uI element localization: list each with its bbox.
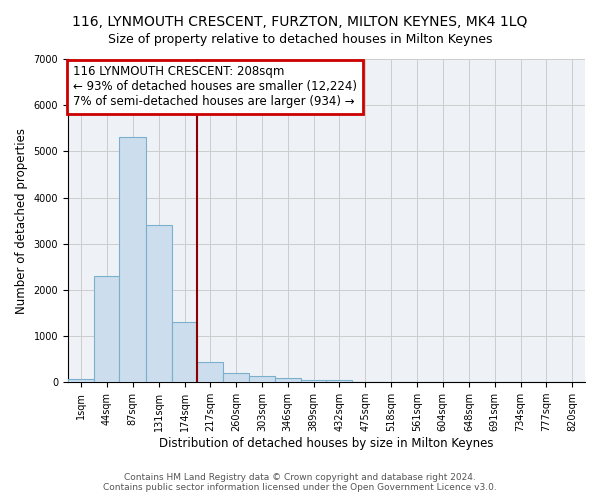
Bar — [119, 138, 146, 382]
Bar — [94, 276, 119, 382]
Bar — [275, 378, 301, 382]
Bar — [68, 379, 94, 382]
Bar — [146, 225, 172, 382]
Y-axis label: Number of detached properties: Number of detached properties — [15, 128, 28, 314]
Bar — [301, 380, 326, 382]
Bar — [223, 373, 249, 382]
Text: 116, LYNMOUTH CRESCENT, FURZTON, MILTON KEYNES, MK4 1LQ: 116, LYNMOUTH CRESCENT, FURZTON, MILTON … — [73, 15, 527, 29]
X-axis label: Distribution of detached houses by size in Milton Keynes: Distribution of detached houses by size … — [159, 437, 494, 450]
Bar — [197, 362, 223, 382]
Bar — [249, 376, 275, 382]
Bar — [326, 380, 352, 382]
Bar — [172, 322, 197, 382]
Text: 116 LYNMOUTH CRESCENT: 208sqm
← 93% of detached houses are smaller (12,224)
7% o: 116 LYNMOUTH CRESCENT: 208sqm ← 93% of d… — [73, 66, 357, 108]
Text: Size of property relative to detached houses in Milton Keynes: Size of property relative to detached ho… — [108, 32, 492, 46]
Text: Contains HM Land Registry data © Crown copyright and database right 2024.
Contai: Contains HM Land Registry data © Crown c… — [103, 473, 497, 492]
